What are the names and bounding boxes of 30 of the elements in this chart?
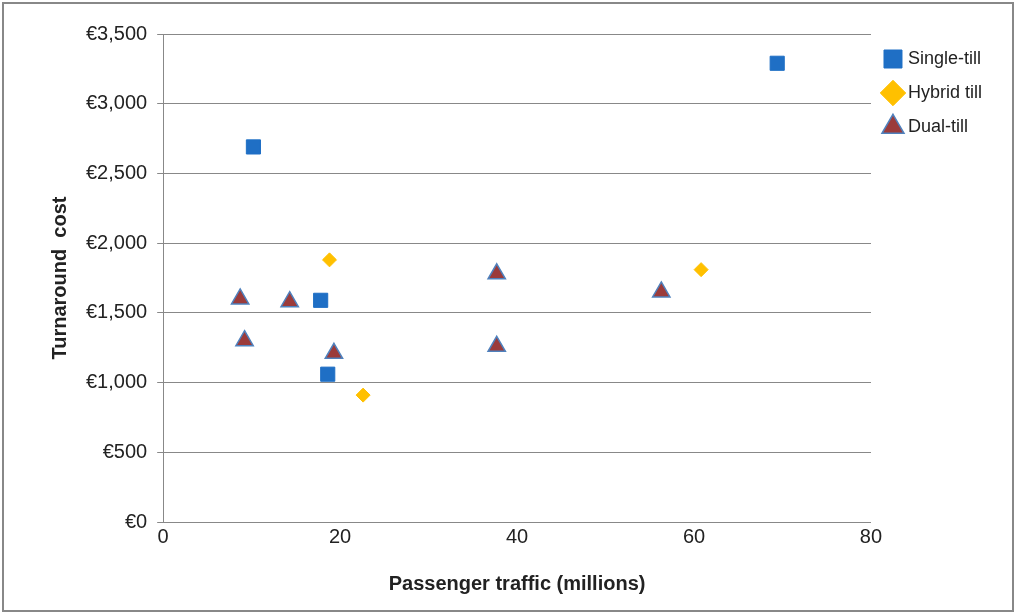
x-axis-title: Passenger traffic (millions) [388,571,646,594]
y-tick-label: €1,000 [86,370,148,393]
y-tick-label: €2,500 [86,160,148,183]
y-tick-label: €3,500 [86,21,148,44]
y-tick-label: €1,500 [86,300,148,323]
y-tick-label: €3,000 [86,91,148,114]
point [769,55,785,71]
x-tick-label: 0 [157,524,169,547]
point [230,288,250,305]
x-tick-label: 60 [682,524,706,547]
y-tick-label: €500 [102,439,148,462]
x-tick-label: 80 [859,524,883,547]
point [322,252,338,268]
legend-label: Hybrid till [907,81,982,102]
point [487,263,507,280]
x-tick-label: 40 [505,524,529,547]
point [235,329,254,347]
legend-label: Dual-till [907,115,968,136]
y-axis-title: Turnaround cost [47,196,70,360]
point [313,292,329,308]
x-tick-label: 20 [329,524,352,547]
y-tick-label: €2,000 [86,230,148,253]
point [324,342,344,360]
point [245,139,261,155]
point [280,290,300,308]
point [487,335,507,353]
y-tick-label: €0 [124,509,148,532]
point [651,281,671,298]
point [693,262,709,278]
legend-label: Single-till [907,47,982,68]
